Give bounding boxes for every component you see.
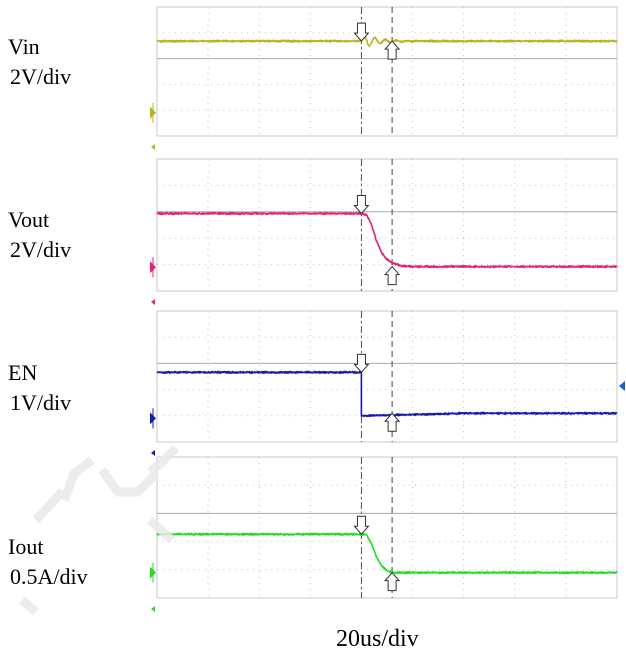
iout-name: Iout	[8, 534, 44, 559]
level-marker-3	[151, 450, 155, 456]
panel-frame-1	[156, 6, 618, 137]
vout-scale: 2V/div	[10, 237, 72, 262]
waveform-vin	[156, 33, 618, 47]
panel-frame-3	[156, 310, 618, 443]
panel-frame-2	[156, 158, 618, 292]
panel-frame-4	[156, 456, 618, 599]
timebase-label: 20us/div	[336, 626, 419, 652]
level-marker-1	[151, 144, 155, 150]
trigger-arrow-2	[353, 194, 370, 215]
vout-name: Vout	[8, 207, 50, 232]
en-scale: 1V/div	[10, 390, 72, 415]
waveform-vout	[156, 211, 618, 269]
cursor-arrow-2	[384, 265, 401, 286]
cursor-arrow-4	[384, 571, 401, 592]
en-name: EN	[8, 360, 38, 385]
waveform-en	[156, 370, 618, 418]
label-en: EN 1V/div	[8, 358, 71, 418]
cursor-arrow-1	[384, 40, 401, 60]
iout-scale: 0.5A/div	[10, 564, 88, 589]
label-vin: Vin 2V/div	[8, 32, 71, 92]
vin-scale: 2V/div	[10, 64, 72, 89]
level-marker-4	[151, 606, 155, 612]
trigger-level-indicator	[619, 381, 625, 391]
label-vout: Vout 2V/div	[8, 205, 71, 265]
vin-name: Vin	[8, 34, 40, 59]
trigger-arrow-1	[353, 22, 370, 42]
waveform-iout	[156, 532, 618, 575]
label-iout: Iout 0.5A/div	[8, 532, 88, 592]
cursor-arrow-3	[384, 412, 401, 432]
trigger-arrow-4	[353, 515, 370, 535]
level-marker-2	[151, 299, 155, 305]
trigger-arrow-3	[353, 353, 370, 374]
